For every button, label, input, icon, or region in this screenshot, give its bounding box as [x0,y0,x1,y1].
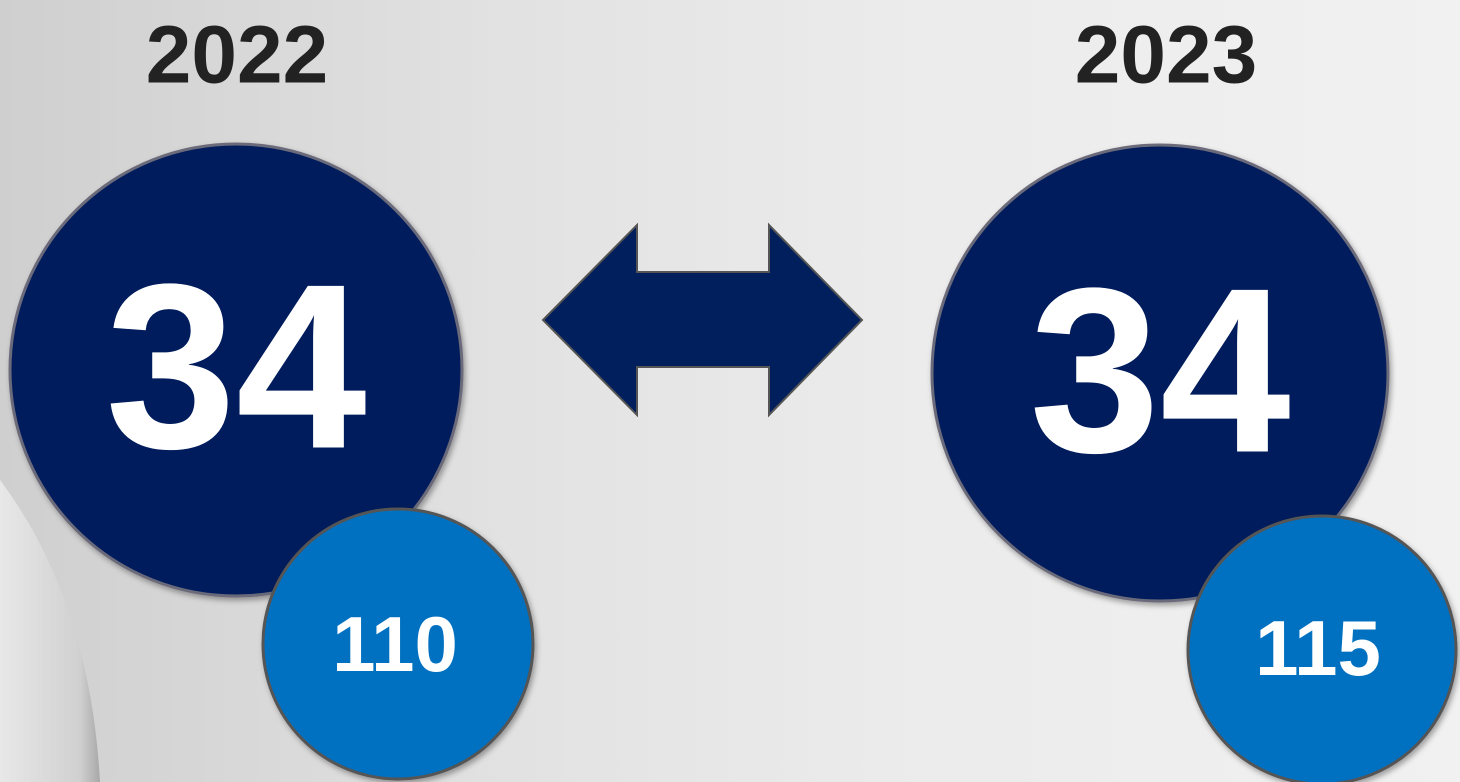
sub-circle [1186,514,1458,782]
sub-circle [261,507,535,781]
main-circle [8,142,464,598]
main-value: 34 [1029,239,1290,502]
year-label: 2022 [146,10,328,101]
background-curve [0,480,100,782]
main-circle [930,143,1390,603]
main-value: 34 [105,235,366,498]
double-arrow [541,222,864,418]
year-label: 2023 [1075,10,1257,101]
sub-value: 115 [1255,604,1381,692]
sub-value: 110 [332,600,458,688]
